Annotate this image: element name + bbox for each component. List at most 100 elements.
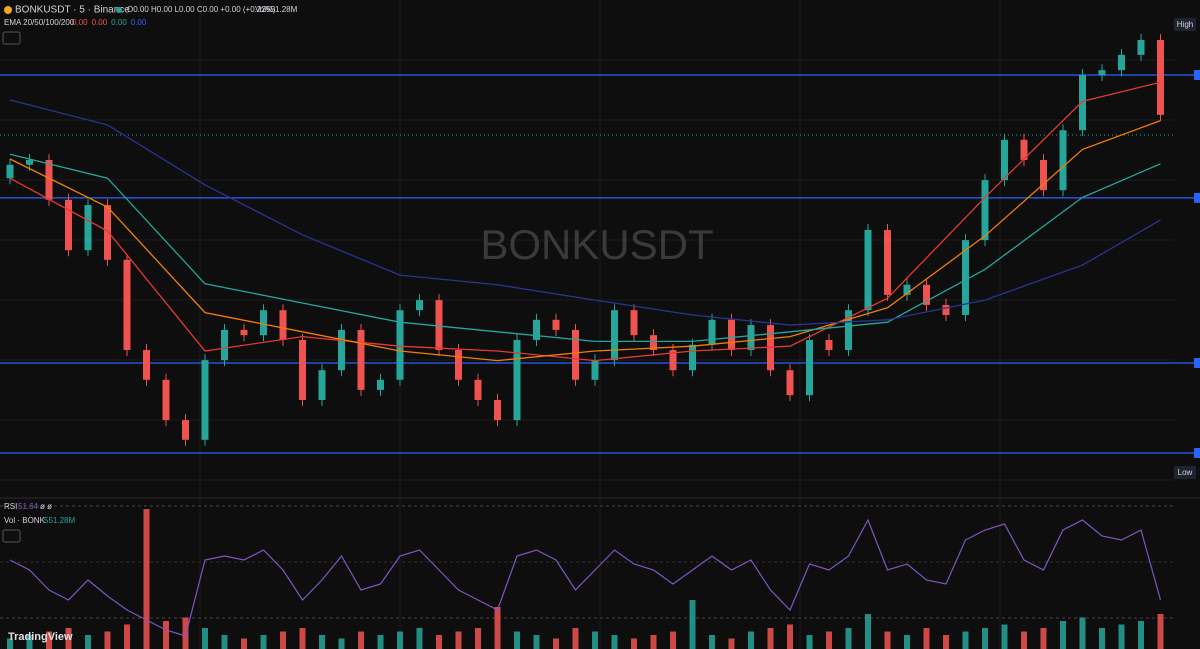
volume-bar bbox=[514, 631, 520, 649]
candle-body bbox=[435, 300, 443, 351]
candle-body bbox=[260, 310, 267, 336]
vol-label: Vol · BONK bbox=[4, 516, 46, 525]
volume-bar bbox=[397, 631, 403, 649]
rsi-value: 51.64 bbox=[18, 502, 39, 511]
symbol-icon bbox=[4, 6, 12, 14]
candle-body bbox=[591, 360, 599, 380]
candle-body bbox=[357, 329, 365, 390]
volume-bar bbox=[845, 628, 852, 649]
candle-body bbox=[513, 339, 521, 421]
volume-bar bbox=[241, 638, 247, 649]
candle-body bbox=[708, 319, 716, 345]
volume-bar bbox=[338, 638, 345, 649]
candle-body bbox=[182, 420, 189, 440]
candle-body bbox=[650, 335, 657, 351]
volume-bar bbox=[650, 635, 657, 649]
candle-body bbox=[572, 329, 579, 380]
ema-value: 0.00 bbox=[72, 18, 88, 27]
candle-body bbox=[416, 300, 423, 311]
level-handle bbox=[1194, 358, 1200, 368]
volume-bar bbox=[475, 628, 481, 649]
volume-bar bbox=[182, 617, 189, 649]
volume-bar bbox=[85, 635, 91, 649]
candle-body bbox=[1157, 39, 1164, 115]
candle-body bbox=[26, 159, 33, 165]
ema-value: 0.00 bbox=[111, 18, 127, 27]
candle-body bbox=[884, 230, 891, 295]
ema-line bbox=[9, 119, 1161, 362]
volume-bar bbox=[163, 621, 169, 649]
candle-body bbox=[299, 339, 306, 400]
rsi-extra: ø ø bbox=[40, 502, 52, 511]
volume-bar bbox=[592, 631, 598, 649]
volume-bar bbox=[943, 635, 949, 649]
candle-body bbox=[1137, 39, 1145, 55]
candle-body bbox=[611, 310, 618, 361]
candle-body bbox=[494, 399, 501, 421]
level-handle bbox=[1194, 192, 1200, 203]
volume-bar bbox=[358, 631, 364, 649]
volume-bar bbox=[553, 638, 559, 649]
candle-body bbox=[552, 319, 560, 330]
candle-body bbox=[1001, 139, 1008, 181]
candle-body bbox=[689, 344, 696, 371]
candle-body bbox=[338, 329, 345, 371]
candle-body bbox=[240, 329, 248, 336]
volume-bar bbox=[923, 628, 930, 649]
candle-body bbox=[903, 284, 911, 295]
candle-body bbox=[201, 360, 209, 440]
candle-body bbox=[786, 370, 794, 396]
ema-value: 0.00 bbox=[92, 18, 108, 27]
volume: Vol551.28M bbox=[255, 5, 298, 14]
volume-bar bbox=[260, 635, 267, 649]
volume-bar bbox=[221, 635, 228, 649]
collapse-button[interactable] bbox=[2, 529, 21, 543]
volume-bar bbox=[280, 631, 286, 649]
volume-bar bbox=[709, 635, 715, 649]
candle-body bbox=[6, 164, 14, 179]
volume-bar bbox=[1040, 628, 1047, 649]
candle-body bbox=[533, 319, 540, 340]
logo[interactable]: TradingView bbox=[8, 631, 73, 643]
volume-bar bbox=[884, 631, 891, 649]
watermark: BONKUSDT bbox=[480, 221, 713, 268]
volume-bar bbox=[748, 631, 754, 649]
candle-body bbox=[84, 205, 92, 251]
high-badge bbox=[1174, 18, 1196, 31]
candle-body bbox=[65, 199, 72, 251]
ema-label: EMA 20/50/100/200 bbox=[4, 18, 75, 27]
volume-bar bbox=[319, 635, 325, 649]
candle-body bbox=[1079, 75, 1086, 131]
volume-bar bbox=[1021, 631, 1027, 649]
candle-body bbox=[396, 310, 404, 380]
candle-body bbox=[630, 310, 638, 336]
candle-body bbox=[104, 205, 111, 260]
volume-bar bbox=[494, 607, 501, 649]
candle-body bbox=[123, 259, 131, 351]
volume-bar bbox=[1099, 628, 1105, 649]
volume-bar bbox=[806, 635, 813, 649]
volume-bar bbox=[689, 600, 696, 649]
candle-body bbox=[1118, 54, 1125, 71]
candle-body bbox=[825, 339, 833, 351]
volume-bar bbox=[865, 614, 871, 649]
volume-bar bbox=[436, 635, 442, 649]
ema-line bbox=[9, 81, 1161, 362]
volume-bar bbox=[904, 635, 910, 649]
candle-body bbox=[962, 240, 969, 315]
rsi-label: RSI bbox=[4, 502, 17, 511]
volume-bar bbox=[143, 509, 150, 649]
volume-bar bbox=[1060, 621, 1066, 649]
volume-bar bbox=[670, 631, 676, 649]
rsi-line bbox=[9, 518, 1162, 637]
volume-bar bbox=[787, 624, 793, 649]
volume-bar bbox=[767, 628, 774, 649]
candle-body bbox=[1098, 70, 1106, 75]
collapse-button[interactable] bbox=[2, 31, 21, 45]
level-handle bbox=[1194, 448, 1200, 458]
ema-line bbox=[9, 99, 1161, 326]
candle-body bbox=[669, 350, 677, 371]
vol-value: 551.28M bbox=[44, 516, 75, 525]
volume-bar bbox=[1138, 621, 1144, 649]
